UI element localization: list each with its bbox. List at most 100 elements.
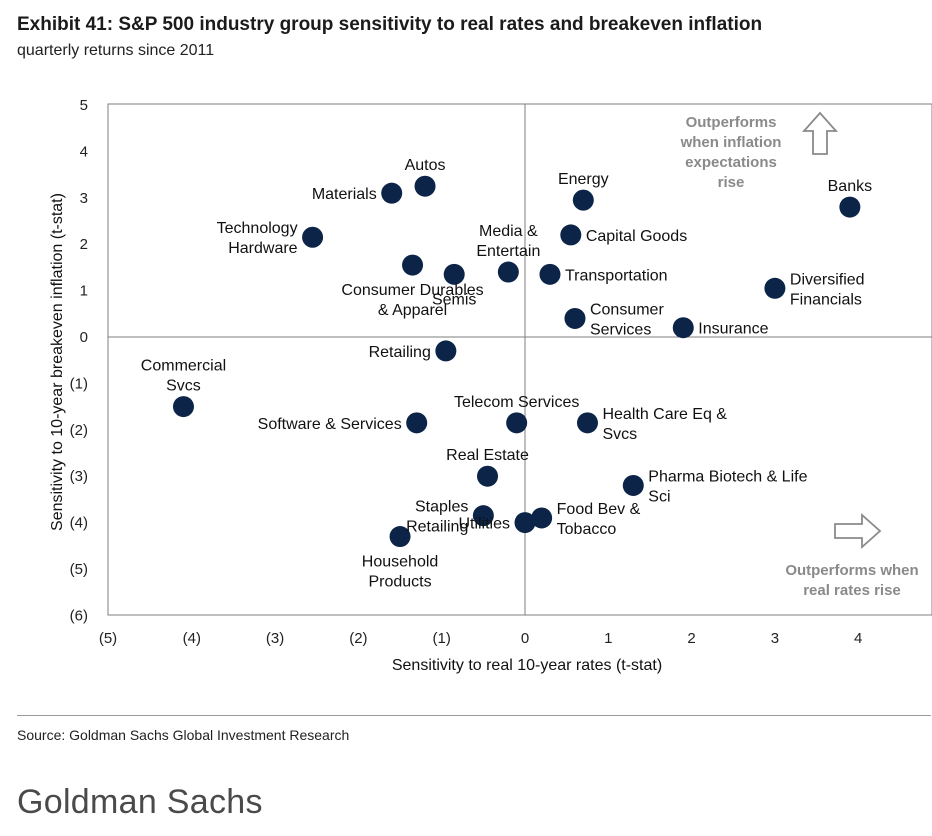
plot-area-frame [107, 103, 932, 616]
data-label: Svcs [602, 426, 637, 443]
data-point [622, 474, 644, 496]
footer-divider [17, 715, 931, 716]
data-point [389, 526, 411, 548]
y-tick-label: (5) [70, 561, 88, 578]
y-axis-label: Sensitivity to 10-year breakeven inflati… [49, 193, 66, 531]
inflation-annotation: Outperforms when inflation expectations … [680, 111, 839, 191]
data-label: Consumer Durables [341, 282, 483, 299]
data-label: Transportation [565, 267, 668, 284]
data-label: Insurance [698, 321, 768, 338]
real-rates-annotation-line-2: real rates rise [803, 582, 901, 599]
data-label: Svcs [166, 378, 201, 395]
data-point [531, 507, 553, 529]
source-note: Source: Goldman Sachs Global Investment … [17, 727, 350, 743]
data-point [477, 465, 499, 487]
y-tick-label: (6) [70, 607, 88, 624]
inflation-annotation-line-3: expectations [685, 154, 777, 171]
data-point [560, 224, 582, 246]
data-point [764, 277, 786, 299]
data-label: Utilities [458, 516, 510, 533]
data-label: Hardware [228, 240, 297, 257]
data-point [443, 263, 465, 285]
data-label: Real Estate [446, 447, 529, 464]
brand-wordmark: Goldman Sachs [17, 783, 263, 821]
data-point [539, 263, 561, 285]
y-tick-label: (3) [70, 468, 88, 485]
x-tick-label: 0 [521, 630, 529, 647]
y-tick-label: (2) [70, 422, 88, 439]
data-point [435, 340, 457, 362]
data-point [839, 196, 861, 218]
data-label: Technology [217, 220, 298, 237]
data-point [381, 182, 403, 204]
scatter-chart: (5) (4) (3) (2) (1) 0 1 2 3 4 543210(1)(2)(3)(4)(… [49, 97, 932, 674]
data-label: Pharma Biotech & Life [648, 468, 807, 485]
data-label: Software & Services [258, 416, 402, 433]
data-label: Diversified [790, 271, 865, 288]
data-point [576, 412, 598, 434]
data-point [414, 175, 436, 197]
data-point [402, 254, 424, 276]
data-point [302, 226, 324, 248]
data-point [564, 307, 586, 329]
real-rates-annotation-line-1: Outperforms when [785, 562, 918, 579]
x-tick-label: 3 [771, 630, 779, 647]
data-label: Retailing [369, 344, 431, 361]
data-point [514, 512, 536, 534]
y-tick-label: 2 [80, 236, 88, 253]
data-label: Commercial [141, 358, 226, 375]
data-label: Products [368, 574, 431, 591]
data-labels: Autos Materials Technology Hardware Media & E… [141, 157, 872, 590]
data-label: & Apparel [378, 302, 447, 319]
data-point [497, 261, 519, 283]
data-label: Tobacco [557, 521, 617, 538]
y-tick-label: 5 [80, 97, 88, 114]
data-label: Staples [415, 499, 468, 516]
data-label: Media & [479, 223, 538, 240]
y-tick-label: (1) [70, 375, 88, 392]
data-label: Household [362, 554, 439, 571]
data-points [172, 175, 861, 548]
chart-subtitle: quarterly returns since 2011 [17, 42, 215, 59]
inflation-annotation-line-1: Outperforms [686, 114, 777, 131]
chart-title: Exhibit 41: S&P 500 industry group sensi… [17, 14, 763, 35]
y-tick-label: 3 [80, 190, 88, 207]
data-point [672, 317, 694, 339]
data-label: Capital Goods [586, 228, 687, 245]
x-tick-label: (1) [433, 630, 451, 647]
data-label: Banks [828, 178, 872, 195]
x-axis-ticks: (5) (4) (3) (2) (1) 0 1 2 3 4 [99, 630, 863, 647]
data-label: Materials [312, 186, 377, 203]
data-point [572, 189, 594, 211]
up-arrow-icon [801, 111, 839, 155]
data-point [506, 412, 528, 434]
data-label: Sci [648, 488, 670, 505]
x-tick-label: 1 [604, 630, 612, 647]
data-point [406, 412, 428, 434]
y-tick-label: 4 [80, 143, 88, 160]
data-label: Health Care Eq & [602, 406, 727, 423]
x-tick-label: (2) [349, 630, 367, 647]
y-tick-label: 1 [80, 283, 88, 300]
x-tick-label: 4 [854, 630, 862, 647]
y-tick-label: (4) [70, 515, 88, 532]
data-label: Semis [432, 291, 476, 308]
data-label: Energy [558, 171, 609, 188]
data-label: Telecom Services [454, 394, 579, 411]
x-tick-label: (3) [266, 630, 284, 647]
data-label: Food Bev & [557, 501, 641, 518]
x-tick-label: (5) [99, 630, 117, 647]
inflation-annotation-line-2: when inflation [680, 134, 782, 151]
data-label: Retailing [406, 519, 468, 536]
right-arrow-icon [834, 512, 882, 550]
data-label: Consumer [590, 301, 664, 318]
x-axis-label: Sensitivity to real 10-year rates (t-sta… [392, 657, 662, 674]
x-tick-label: 2 [687, 630, 695, 647]
data-label: Financials [790, 291, 862, 308]
real-rates-annotation: Outperforms when real rates rise [785, 512, 919, 599]
data-label: Services [590, 321, 651, 338]
y-axis-ticks: 5 4 3 2 1 0 (1) (2) (3) (4) (5) (6) [70, 97, 88, 624]
data-label: Entertain [476, 243, 540, 260]
data-label: Autos [405, 157, 446, 174]
data-point [472, 505, 494, 527]
